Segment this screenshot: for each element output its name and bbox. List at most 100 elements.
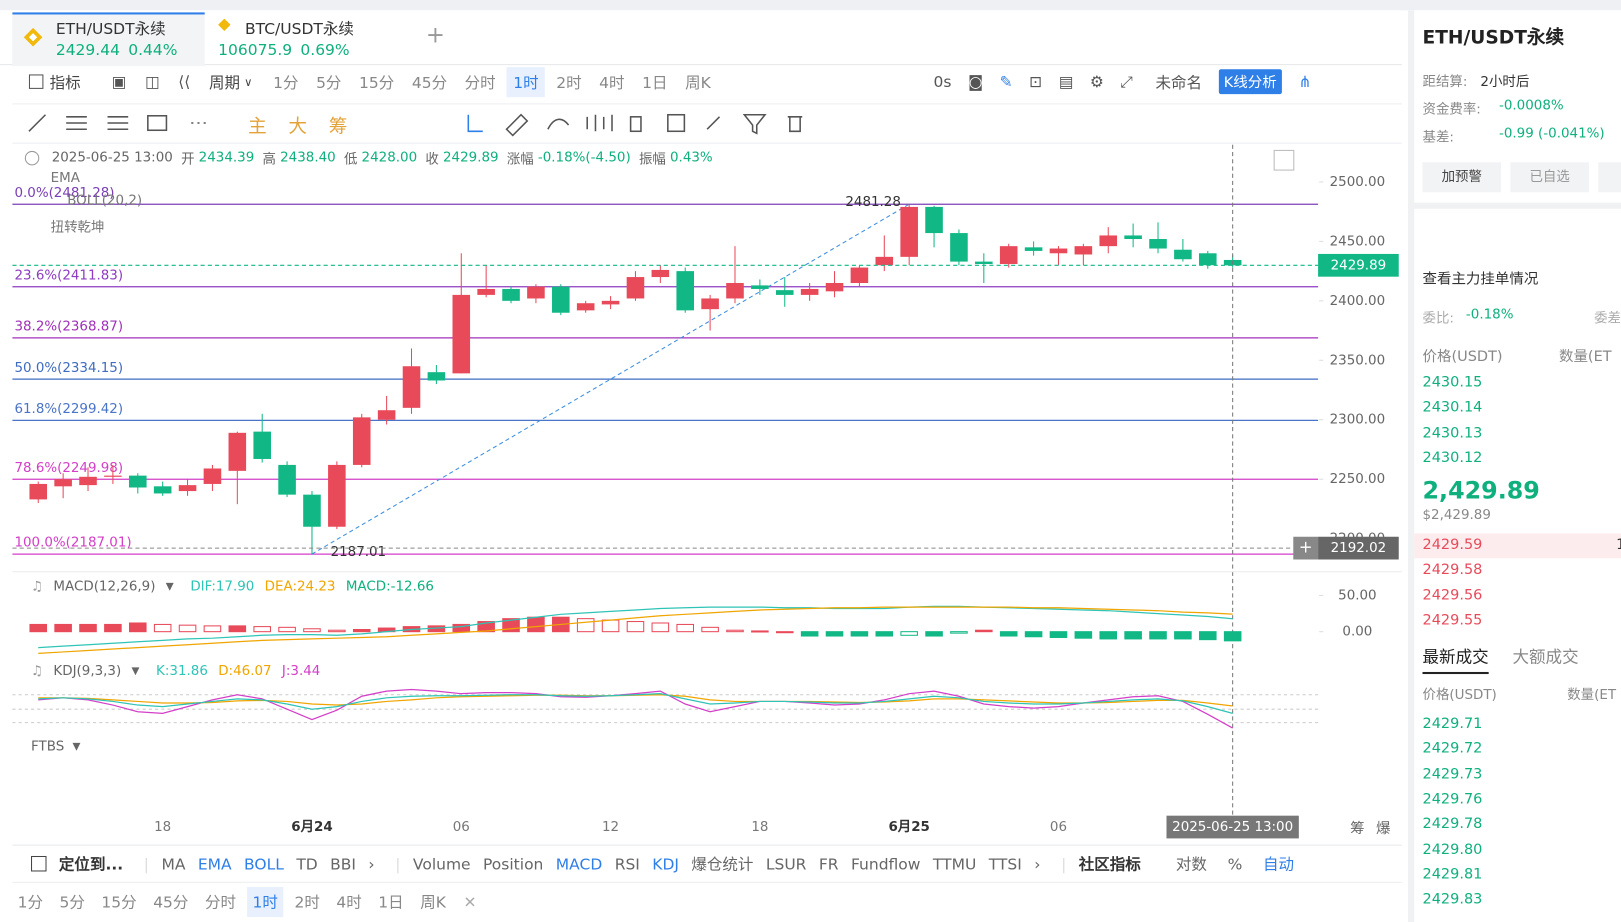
extra-indicator-name[interactable]: FTBS xyxy=(31,739,65,755)
interval-button[interactable]: 4时 xyxy=(599,72,625,92)
interval-button[interactable]: 15分 xyxy=(359,72,395,92)
caret: ▼ xyxy=(72,741,81,753)
interval-button[interactable]: 15分 xyxy=(101,893,137,912)
indicator-bar: 定位到... | MA EMA BOLL TD BBI › | Volume Position MAC… xyxy=(31,853,1294,875)
interval-button[interactable]: 5分 xyxy=(316,72,342,92)
panel-button[interactable]: 加预警 xyxy=(1422,162,1502,193)
share-button[interactable]: ⋔ xyxy=(1298,72,1312,91)
drawing-tool[interactable]: 大 xyxy=(288,115,308,138)
add-tab[interactable]: + xyxy=(425,22,445,49)
kdj-title[interactable]: KDJ(9,3,3) xyxy=(53,663,122,680)
info-label: 收 xyxy=(425,151,439,168)
depth-link[interactable]: 查看主力挂单情况 xyxy=(1422,270,1539,288)
tab-active[interactable] xyxy=(12,12,205,67)
locate-button[interactable]: 定位到... xyxy=(58,854,124,874)
chart-option[interactable]: 对数 xyxy=(1175,854,1207,874)
ratio-label: 委比: xyxy=(1422,311,1454,327)
chart-option[interactable]: 自动 xyxy=(1263,854,1295,874)
overlay-label[interactable]: EMA xyxy=(50,170,80,187)
interval-button[interactable]: 1日 xyxy=(642,72,668,92)
y-tick-label: 2250.00 xyxy=(1330,472,1386,487)
interval-button[interactable]: 45分 xyxy=(411,72,448,92)
icon-button[interactable]: ◙ xyxy=(968,72,984,91)
macd-bar xyxy=(527,616,545,633)
indicator-button[interactable]: 指标 xyxy=(49,72,81,92)
sub-indicator[interactable]: TTMU xyxy=(932,854,977,874)
drawing-tool[interactable]: 主 xyxy=(248,115,267,138)
sub-indicator[interactable]: RSI xyxy=(614,854,640,874)
period-button[interactable]: 周期 xyxy=(208,72,240,92)
trade-qty: 0 xyxy=(1530,741,1621,758)
community-indicator[interactable]: 社区指标 xyxy=(1078,854,1141,874)
icon-button[interactable]: ⟨⟨ xyxy=(178,72,191,91)
main-indicator[interactable]: EMA xyxy=(197,854,232,874)
info-value: -0.18%(-4.50) xyxy=(537,149,631,166)
interval-button[interactable]: 周K xyxy=(685,72,711,92)
icon-button[interactable]: ◫ xyxy=(144,72,160,91)
macd-bar xyxy=(950,631,968,634)
side-label[interactable]: 爆 xyxy=(1375,820,1391,838)
interval-button[interactable]: 45分 xyxy=(153,893,189,912)
macd-legend-value: DEA:24.23 xyxy=(264,578,336,595)
interval-button[interactable]: 1时 xyxy=(247,887,284,917)
drawing-tool[interactable]: 筹 xyxy=(328,115,348,138)
icon-button[interactable]: ⤢ xyxy=(1120,72,1133,91)
interval-button[interactable]: 1时 xyxy=(507,66,545,97)
panel-button[interactable] xyxy=(1598,162,1621,193)
overlay-label[interactable]: 扭转乾坤 xyxy=(50,220,105,236)
sub-indicator[interactable]: KDJ xyxy=(652,854,679,874)
interval-button[interactable]: 分时 xyxy=(464,72,496,92)
y-tick-label: 50.00 xyxy=(1338,588,1376,603)
sub-indicator[interactable]: Volume xyxy=(412,854,471,874)
tab-price: 2429.44 xyxy=(55,40,120,59)
macd-bar xyxy=(701,626,719,633)
candle-body xyxy=(1024,247,1043,251)
sub-indicator[interactable]: 爆仓统计 xyxy=(691,854,754,874)
icon-button[interactable]: ⊡ xyxy=(1029,72,1043,91)
stat-label: 距结算: xyxy=(1422,74,1468,90)
tab-symbol[interactable]: ETH/USDT永续 xyxy=(55,19,166,39)
layout-name[interactable]: 未命名 xyxy=(1155,72,1203,92)
interval-button[interactable]: 2时 xyxy=(556,72,582,92)
sub-indicator[interactable]: TTSI xyxy=(988,854,1022,874)
expand-icon[interactable] xyxy=(1273,149,1295,171)
trade-tab[interactable]: 最新成交 xyxy=(1422,643,1489,675)
icon-button[interactable]: ⚙ xyxy=(1089,72,1104,91)
interval-button[interactable]: 1分 xyxy=(17,893,43,912)
sub-indicator[interactable]: LSUR xyxy=(765,854,807,874)
macd-title[interactable]: MACD(12,26,9) xyxy=(53,578,156,595)
main-indicator[interactable]: MA xyxy=(161,854,186,874)
top-strip xyxy=(0,0,1621,11)
interval-button[interactable]: 4时 xyxy=(336,893,362,912)
macd-bar xyxy=(975,629,993,633)
sub-indicator[interactable]: Position xyxy=(483,854,544,874)
close[interactable]: ✕ xyxy=(463,892,477,912)
analysis-button[interactable]: K线分析 xyxy=(1218,69,1282,95)
sub-indicator[interactable]: Fundflow xyxy=(850,854,921,874)
interval-button[interactable]: 周K xyxy=(420,893,446,912)
trade-tab[interactable]: 大额成交 xyxy=(1512,647,1579,667)
bid-qty: 0 xyxy=(1530,562,1621,579)
icon-button[interactable]: ✎ xyxy=(999,72,1013,91)
tab-symbol[interactable]: BTC/USDT永续 xyxy=(245,19,354,39)
main-indicator[interactable]: BOLL xyxy=(244,854,284,874)
overlay-label[interactable]: BOLL(20,2) xyxy=(67,193,143,209)
interval-button[interactable]: 1分 xyxy=(273,72,299,92)
sub-indicator[interactable]: FR xyxy=(818,854,839,874)
interval-button[interactable]: 分时 xyxy=(204,893,237,912)
sub-indicator[interactable]: MACD xyxy=(555,854,603,874)
interval-button[interactable]: 5分 xyxy=(59,893,85,912)
main-indicator[interactable]: BBI xyxy=(330,854,356,874)
crosshair-add-icon: + xyxy=(1299,538,1313,557)
chart-option[interactable]: % xyxy=(1227,854,1243,874)
panel-button[interactable]: 已自选 xyxy=(1510,162,1589,193)
interval-button[interactable]: 1日 xyxy=(378,893,404,912)
bid-price: 2429.55 xyxy=(1422,611,1483,629)
icon-button[interactable]: ▣ xyxy=(111,72,127,91)
tab-change: 0.44% xyxy=(128,40,178,59)
interval-button[interactable]: 2时 xyxy=(294,893,320,912)
info-time: 2025-06-25 13:00 xyxy=(51,149,173,166)
main-indicator[interactable]: TD xyxy=(296,854,318,874)
side-label[interactable]: 筹 xyxy=(1350,820,1365,838)
icon-button[interactable]: ▤ xyxy=(1058,72,1074,91)
